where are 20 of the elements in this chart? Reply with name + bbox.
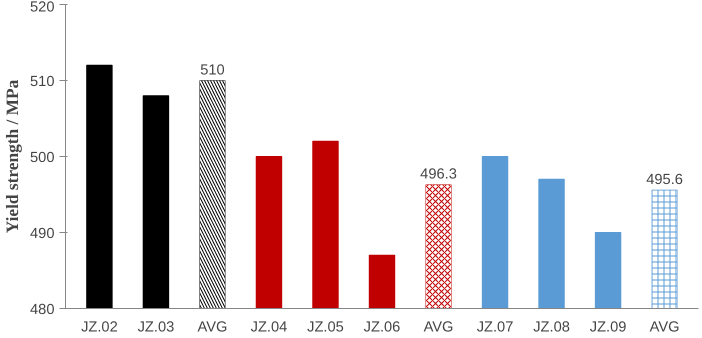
y-tick-label: 480	[30, 302, 55, 318]
y-tick-label: 510	[30, 74, 55, 90]
x-tick-label: AVG	[650, 320, 680, 336]
x-tick-label: JZ.03	[138, 320, 174, 336]
x-tick-label: JZ.02	[81, 320, 118, 336]
x-tick-label: AVG	[198, 320, 228, 336]
x-tick-label: JZ.05	[307, 320, 344, 336]
x-tick-label: JZ.06	[364, 320, 400, 336]
y-tick-label: 490	[30, 226, 55, 242]
x-tick-label: JZ.08	[533, 320, 570, 336]
x-tick-label: JZ.07	[476, 320, 514, 336]
data-label: 495.6	[646, 172, 683, 188]
data-label: 496.3	[420, 166, 457, 183]
x-tick-label: JZ.09	[590, 320, 626, 336]
y-axis-title: Yield strength / MPa	[3, 79, 22, 234]
x-tick-label: JZ.04	[250, 320, 288, 336]
x-tick-label: AVG	[424, 320, 454, 336]
y-tick-label: 520	[30, 0, 55, 16]
y-tick-label: 500	[30, 150, 55, 166]
data-label: 510	[200, 62, 225, 78]
